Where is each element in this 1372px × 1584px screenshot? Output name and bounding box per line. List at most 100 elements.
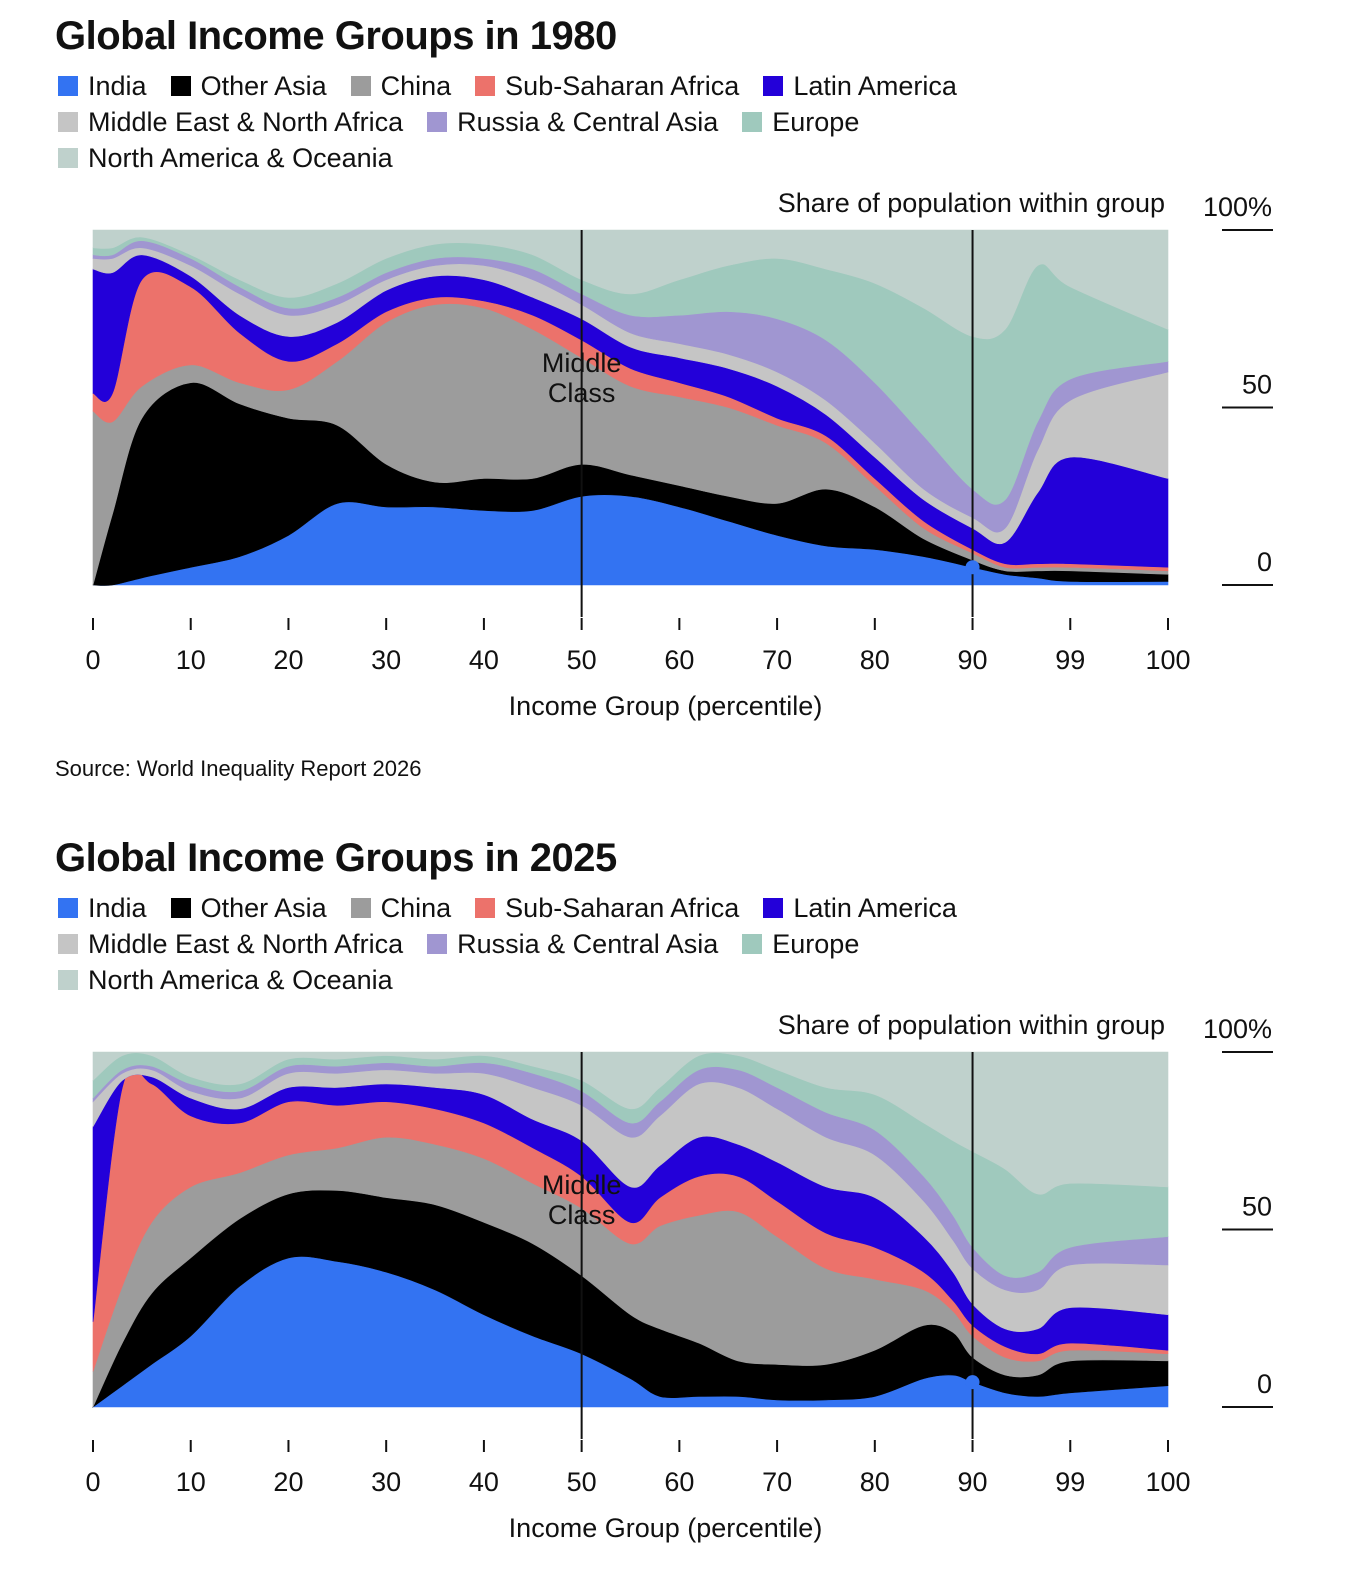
legend-swatch-sub-saharan-africa <box>475 898 496 918</box>
legend-item-middle-east: Middle East & North Africa <box>58 107 403 138</box>
legend-item-sub-saharan-africa: Sub-Saharan Africa <box>475 893 739 924</box>
annotation-class: Class <box>548 1200 616 1230</box>
x-tick-label: 10 <box>176 645 206 675</box>
x-tick-label: 50 <box>567 645 597 675</box>
legend-swatch-russia <box>427 934 448 954</box>
legend-row: North America & Oceania <box>58 140 1058 176</box>
chart-title: Global Income Groups in 1980 <box>55 14 617 58</box>
legend-swatch-other-asia <box>170 898 191 918</box>
legend-label: Sub-Saharan Africa <box>505 892 740 923</box>
legend-item-india: India <box>58 893 147 924</box>
legend-row: North America & Oceania <box>58 962 1058 998</box>
legend-item-other-asia: Other Asia <box>170 892 327 924</box>
chart-panel-2025: Global Income Groups in 2025 India Other… <box>0 822 1372 1582</box>
legend-item-north-america: North America & Oceania <box>58 143 393 174</box>
legend-item-latin-america: Latin America <box>763 893 957 924</box>
legend-item-latin-america: Latin America <box>763 71 957 102</box>
legend-label: Russia & Central Asia <box>457 928 719 959</box>
legend-item-middle-east: Middle East & North Africa <box>58 929 403 960</box>
x-tick-label: 30 <box>371 645 401 675</box>
annotation-class: Class <box>548 378 616 408</box>
legend-swatch-latin-america <box>763 898 784 918</box>
x-tick-label: 30 <box>371 1467 401 1497</box>
y-axis-title: Share of population within group <box>778 188 1165 218</box>
y-tick-label: 0 <box>1257 1369 1272 1399</box>
legend-swatch-china <box>350 898 371 918</box>
y-tick-label: 100% <box>1203 192 1272 222</box>
legend-swatch-russia <box>427 112 448 132</box>
x-tick-label: 20 <box>273 645 303 675</box>
x-tick-label: 90 <box>958 645 988 675</box>
legend-swatch-india <box>58 898 78 918</box>
legend-swatch-europe <box>742 112 763 132</box>
x-tick-label: 60 <box>664 1467 694 1497</box>
legend-row: India Other Asia China Sub-Saharan Afric… <box>58 68 1058 104</box>
legend-row: India Other Asia China Sub-Saharan Afric… <box>58 890 1058 926</box>
y-tick-label: 100% <box>1203 1014 1272 1044</box>
legend-label: North America & Oceania <box>88 964 393 995</box>
legend-item-north-america: North America & Oceania <box>58 965 393 996</box>
x-tick-label: 10 <box>176 1467 206 1497</box>
legend: India Other Asia China Sub-Saharan Afric… <box>58 68 1058 176</box>
legend-row: Middle East & North Africa Russia & Cent… <box>58 104 1058 140</box>
legend-label: Europe <box>772 928 860 959</box>
annotation-middle: Middle <box>542 348 622 378</box>
y-tick-label: 50 <box>1242 1192 1272 1222</box>
legend-label: Sub-Saharan Africa <box>505 70 740 101</box>
y-tick-label: 0 <box>1257 547 1272 577</box>
x-tick-label: 20 <box>273 1467 303 1497</box>
legend-swatch-india <box>58 76 78 96</box>
legend-label: India <box>88 892 147 923</box>
legend-item-russia: Russia & Central Asia <box>427 929 718 960</box>
x-tick-label: 40 <box>469 1467 499 1497</box>
chart-panel-1980: Global Income Groups in 1980 India Other… <box>55 14 1273 781</box>
legend-swatch-latin-america <box>763 76 784 96</box>
legend-swatch-north-america <box>58 148 78 168</box>
legend-label: Russia & Central Asia <box>457 106 719 137</box>
x-tick-label: 70 <box>762 645 792 675</box>
legend-swatch-sub-saharan-africa <box>475 76 496 96</box>
x-tick-label: 50 <box>567 1467 597 1497</box>
legend-swatch-middle-east <box>58 934 78 954</box>
chart-title: Global Income Groups in 2025 <box>55 836 617 880</box>
x-axis-title: Income Group (percentile) <box>509 691 823 721</box>
x-tick-label: 99 <box>1055 645 1085 675</box>
x-tick-label: 100 <box>1145 1467 1190 1497</box>
legend-label: India <box>88 70 147 101</box>
x-tick-label: 99 <box>1055 1467 1085 1497</box>
legend-item-india: India <box>58 71 147 102</box>
annotation-middle: Middle <box>542 1170 622 1200</box>
legend-label: Europe <box>772 106 860 137</box>
y-tick-label: 50 <box>1242 370 1272 400</box>
legend-swatch-china <box>350 76 371 96</box>
legend-label: Other Asia <box>200 892 327 923</box>
x-tick-label: 80 <box>860 645 890 675</box>
area-north-america-oceania <box>92 1051 1169 1195</box>
x-tick-label: 90 <box>958 1467 988 1497</box>
x-axis-title: Income Group (percentile) <box>509 1513 823 1543</box>
x-tick-label: 40 <box>469 645 499 675</box>
legend-label: Latin America <box>793 892 957 923</box>
x-tick-label: 0 <box>85 1467 100 1497</box>
y-axis-title: Share of population within group <box>778 1010 1165 1040</box>
x-tick-label: 100 <box>1145 645 1190 675</box>
percentile-90-marker <box>965 560 980 575</box>
legend-swatch-other-asia <box>170 76 191 96</box>
legend-item-other-asia: Other Asia <box>170 70 327 102</box>
source-note: Source: World Inequality Report 2026 <box>55 756 422 781</box>
legend-swatch-north-america <box>58 970 78 990</box>
legend-item-europe: Europe <box>742 929 859 960</box>
legend: India Other Asia China Sub-Saharan Afric… <box>58 890 1058 998</box>
legend-label: Middle East & North Africa <box>88 106 404 137</box>
legend-label: Other Asia <box>200 70 327 101</box>
legend-item-europe: Europe <box>742 107 859 138</box>
legend-label: China <box>380 70 452 101</box>
legend-item-sub-saharan-africa: Sub-Saharan Africa <box>475 71 739 102</box>
legend-item-russia: Russia & Central Asia <box>427 107 718 138</box>
x-tick-label: 60 <box>664 645 694 675</box>
legend-swatch-middle-east <box>58 112 78 132</box>
legend-item-china: China <box>350 893 451 924</box>
legend-row: Middle East & North Africa Russia & Cent… <box>58 926 1058 962</box>
